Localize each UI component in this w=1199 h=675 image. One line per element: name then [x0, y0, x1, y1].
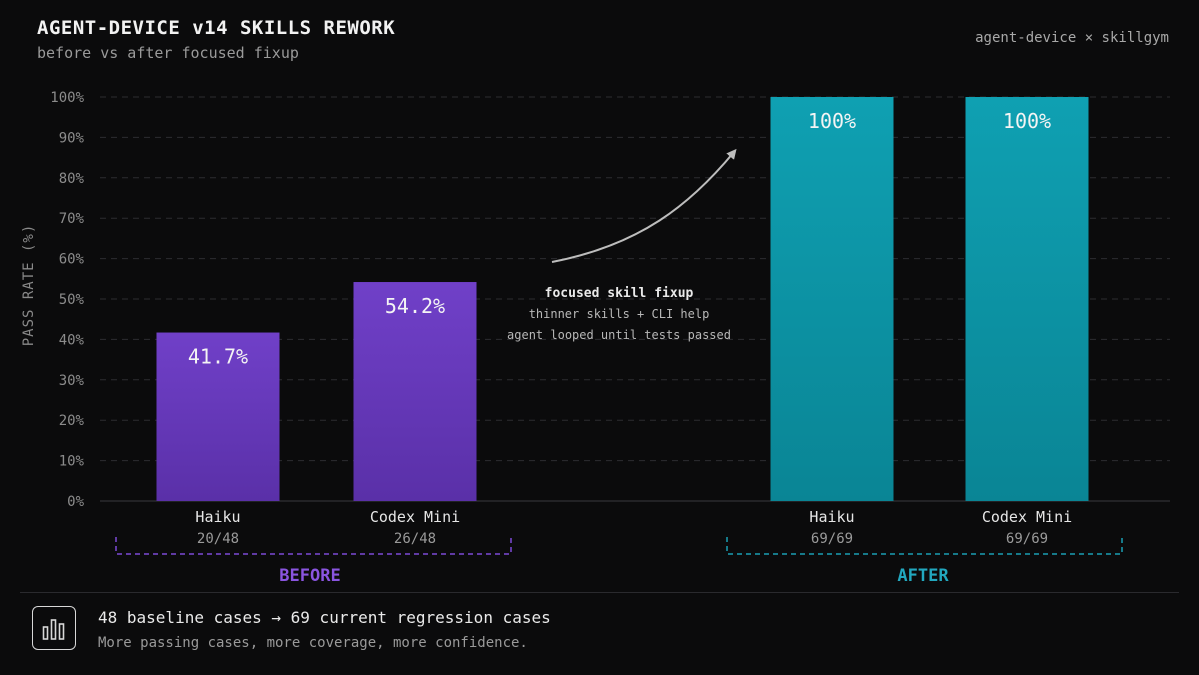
- y-tick-label: 10%: [59, 454, 85, 470]
- y-tick-label: 90%: [59, 130, 85, 146]
- bar-value-label: 100%: [1003, 109, 1051, 133]
- page-title: AGENT-DEVICE v14 SKILLS REWORK: [37, 17, 396, 39]
- bar-value-label: 100%: [808, 109, 856, 133]
- bar-after-3: [965, 97, 1089, 501]
- bar-before-0: [156, 332, 280, 501]
- page-subtitle: before vs after focused fixup: [37, 44, 299, 62]
- y-tick-label: 30%: [59, 373, 85, 389]
- y-axis-label: PASS RATE (%): [21, 224, 37, 347]
- footer-subline: More passing cases, more coverage, more …: [98, 635, 528, 651]
- x-detail-label: 26/48: [394, 531, 436, 547]
- y-tick-label: 60%: [59, 252, 85, 268]
- y-tick-label: 50%: [59, 292, 85, 308]
- y-tick-label: 0%: [67, 494, 84, 510]
- bar-value-label: 41.7%: [188, 345, 248, 369]
- after-group-bracket: [726, 537, 1123, 555]
- y-tick-label: 20%: [59, 413, 85, 429]
- x-category-label: Haiku: [195, 508, 240, 526]
- x-category-label: Codex Mini: [982, 508, 1072, 526]
- x-category-label: Codex Mini: [370, 508, 460, 526]
- footer-divider: [20, 592, 1179, 593]
- y-tick-label: 70%: [59, 211, 85, 227]
- bar-chart-icon: [32, 606, 76, 650]
- before-group-label: BEFORE: [279, 566, 340, 586]
- y-tick-label: 100%: [50, 90, 84, 106]
- y-tick-label: 40%: [59, 332, 85, 348]
- x-category-label: Haiku: [809, 508, 854, 526]
- pass-rate-chart: 0% 10% 20% 30% 40% 50% 60% 70% 80% 90% 100% 41.7% H…: [21, 90, 1170, 586]
- bar-before-1: [353, 282, 477, 501]
- bar-after-2: [770, 97, 894, 501]
- x-detail-label: 69/69: [1006, 531, 1048, 547]
- bar-value-label: 54.2%: [385, 294, 445, 318]
- annotation-line-2: thinner skills + CLI help: [529, 307, 710, 321]
- after-group-label: AFTER: [897, 566, 949, 586]
- x-detail-label: 20/48: [197, 531, 239, 547]
- annotation-line-3: agent looped until tests passed: [507, 328, 731, 342]
- before-group-bracket: [115, 537, 512, 555]
- footer-headline: 48 baseline cases → 69 current regressio…: [98, 608, 551, 627]
- arrow-icon: [551, 148, 737, 263]
- y-tick-label: 80%: [59, 171, 85, 187]
- brand-label: agent-device × skillgym: [975, 30, 1169, 46]
- annotation-title: focused skill fixup: [545, 286, 694, 301]
- x-detail-label: 69/69: [811, 531, 853, 547]
